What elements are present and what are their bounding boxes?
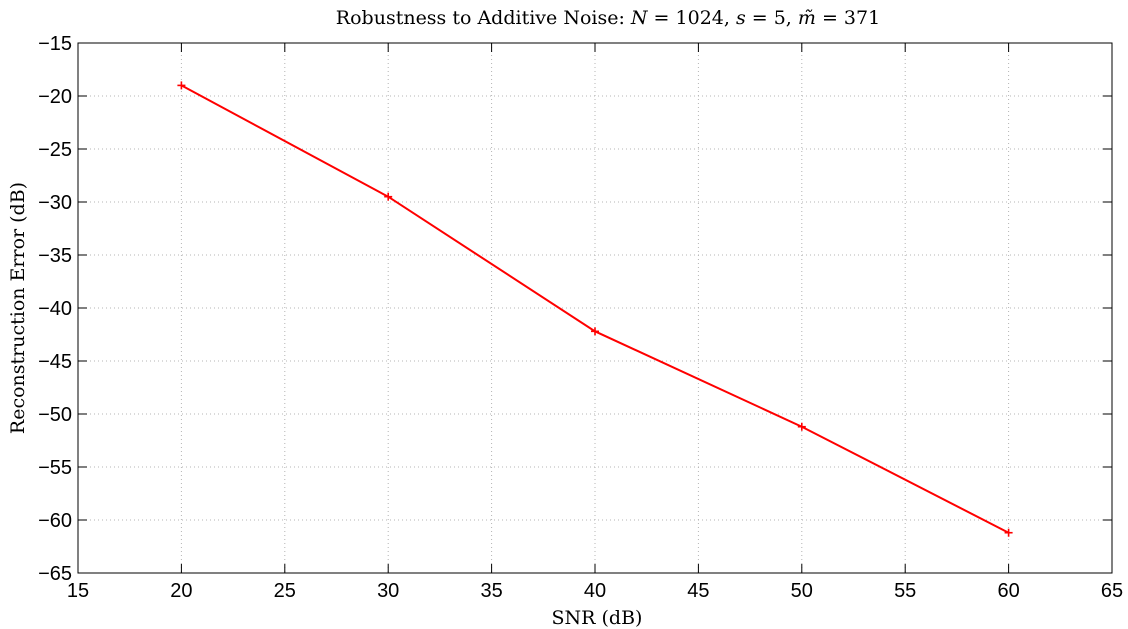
data-point-marker — [591, 327, 599, 336]
chart-title-math-part: = 1024, — [648, 7, 736, 29]
ticks — [77, 42, 1113, 574]
y-axis-label: Reconstruction Error (dB) — [7, 182, 29, 434]
y-tick-label: −15 — [38, 33, 72, 55]
x-tick-label: 30 — [377, 580, 399, 602]
chart-title-math-part: = 371 — [816, 7, 880, 29]
y-tick-label: −55 — [38, 457, 72, 479]
y-tick-label: −50 — [38, 404, 72, 426]
x-tick-label: 25 — [274, 580, 296, 602]
data-point-marker — [384, 192, 393, 201]
x-tick-label: 60 — [997, 580, 1019, 602]
data-point-marker — [797, 422, 806, 431]
x-tick-label: 40 — [584, 580, 606, 602]
x-axis-label: SNR (dB) — [552, 607, 643, 629]
chart-title-math-part: N — [630, 7, 649, 29]
chart-title-text: Robustness to Additive Noise: — [336, 7, 631, 29]
data-point-marker — [1004, 528, 1013, 537]
x-axis-tick-labels: 15 20 25 30 35 40 45 50 55 60 65 — [67, 580, 1123, 602]
x-tick-label: 55 — [894, 580, 916, 602]
y-tick-label: −35 — [38, 245, 72, 267]
y-tick-label: −25 — [38, 139, 72, 161]
y-tick-label: −60 — [38, 510, 72, 532]
x-tick-label: 45 — [687, 580, 709, 602]
y-tick-label: −65 — [38, 563, 72, 585]
x-tick-label: 35 — [480, 580, 502, 602]
x-tick-label: 20 — [170, 580, 192, 602]
chart-title: Robustness to Additive Noise: N = 1024, … — [336, 7, 880, 29]
y-tick-label: −30 — [38, 192, 72, 214]
y-tick-label: −45 — [38, 351, 72, 373]
series-line — [180, 84, 1010, 534]
series-layer — [177, 81, 1013, 537]
y-axis-tick-labels: −15 −20 −25 −30 −35 −40 −45 −50 −55 −60 −65 — [38, 33, 72, 585]
x-tick-label: 15 — [67, 580, 89, 602]
y-tick-label: −20 — [38, 86, 72, 108]
data-point-marker — [177, 81, 186, 90]
chart-title-math-part: m̃ — [798, 7, 816, 29]
chart-title-math-part: = 5, — [746, 7, 798, 29]
y-tick-label: −40 — [38, 298, 72, 320]
grid — [78, 43, 1112, 573]
x-tick-label: 65 — [1101, 580, 1123, 602]
chart-title-math-part: s — [736, 7, 746, 29]
x-tick-label: 50 — [791, 580, 813, 602]
